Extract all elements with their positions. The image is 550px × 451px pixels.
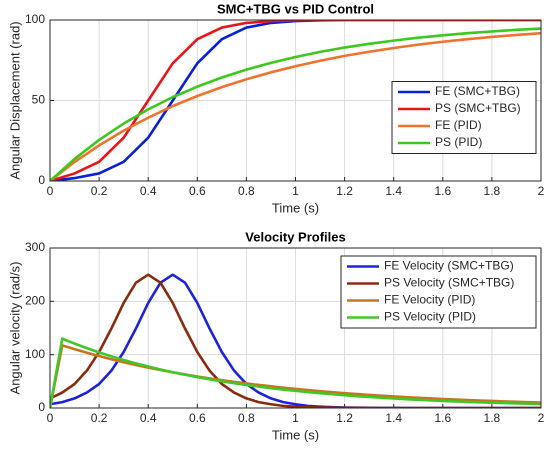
data-line — [50, 31, 541, 181]
x-tick-label: 1.8 — [484, 184, 501, 198]
x-tick-label: 0.4 — [140, 411, 157, 425]
x-tick-label: 1.4 — [385, 184, 402, 198]
legend-box — [391, 81, 537, 154]
data-line — [50, 273, 541, 408]
x-tick-label: 0.8 — [238, 184, 255, 198]
data-line — [50, 337, 541, 408]
y-tick-label: 0 — [38, 400, 45, 414]
x-tick-label: 0.4 — [140, 184, 157, 198]
legend-label: FE (SMC+TBG) — [435, 84, 520, 98]
x-tick-label: 0 — [47, 411, 54, 425]
axes-box — [49, 247, 542, 409]
x-tick-label: 1.8 — [484, 411, 501, 425]
y-axis-label: Angular velocity (rad/s) — [7, 262, 22, 395]
x-tick-label: 1.6 — [434, 411, 451, 425]
x-axis-label: Time (s) — [272, 200, 319, 215]
x-tick-label: 2 — [538, 411, 545, 425]
x-tick-label: 1.2 — [336, 184, 353, 198]
x-tick-label: 0.2 — [91, 184, 108, 198]
x-tick-label: 1 — [292, 184, 299, 198]
x-tick-label: 0.2 — [91, 411, 108, 425]
legend-label: FE Velocity (SMC+TBG) — [384, 259, 514, 273]
y-tick-label: 100 — [25, 347, 45, 361]
data-line — [50, 273, 541, 408]
chart-title: Velocity Profiles — [245, 229, 345, 244]
data-line — [50, 27, 541, 181]
legend: FE Velocity (SMC+TBG) PS Velocity (SMC+TB… — [340, 255, 537, 329]
y-tick-label: 0 — [38, 173, 45, 187]
axes-box — [49, 19, 542, 182]
y-tick-label: 200 — [25, 294, 45, 308]
legend-label: FE (PID) — [435, 118, 482, 132]
legend-label: PS Velocity (PID) — [384, 310, 476, 324]
legend-label: FE Velocity (PID) — [384, 293, 475, 307]
x-tick-label: 1 — [292, 411, 299, 425]
y-tick-label: 300 — [25, 240, 45, 254]
legend-label: PS Velocity (SMC+TBG) — [384, 276, 514, 290]
y-tick-label: 50 — [32, 93, 46, 107]
x-tick-label: 1.4 — [385, 411, 402, 425]
legend-label: PS (SMC+TBG) — [435, 101, 521, 115]
x-tick-label: 0.8 — [238, 411, 255, 425]
chart-title: SMC+TBG vs PID Control — [217, 1, 374, 16]
x-axis-label: Time (s) — [272, 427, 319, 442]
data-line — [50, 344, 541, 408]
x-tick-label: 0.6 — [189, 184, 206, 198]
legend: FE (SMC+TBG) PS (SMC+TBG) FE (PID) PS (PID) — [391, 81, 537, 154]
x-tick-label: 2 — [538, 184, 545, 198]
y-axis-label: Angular Displacement (rad) — [7, 21, 22, 179]
legend-label: PS (PID) — [435, 135, 482, 149]
x-tick-label: 0.6 — [189, 411, 206, 425]
legend-box — [340, 255, 537, 329]
x-tick-label: 0 — [47, 184, 54, 198]
x-tick-label: 1.2 — [336, 411, 353, 425]
y-tick-label: 100 — [25, 12, 45, 26]
x-tick-label: 1.6 — [434, 184, 451, 198]
